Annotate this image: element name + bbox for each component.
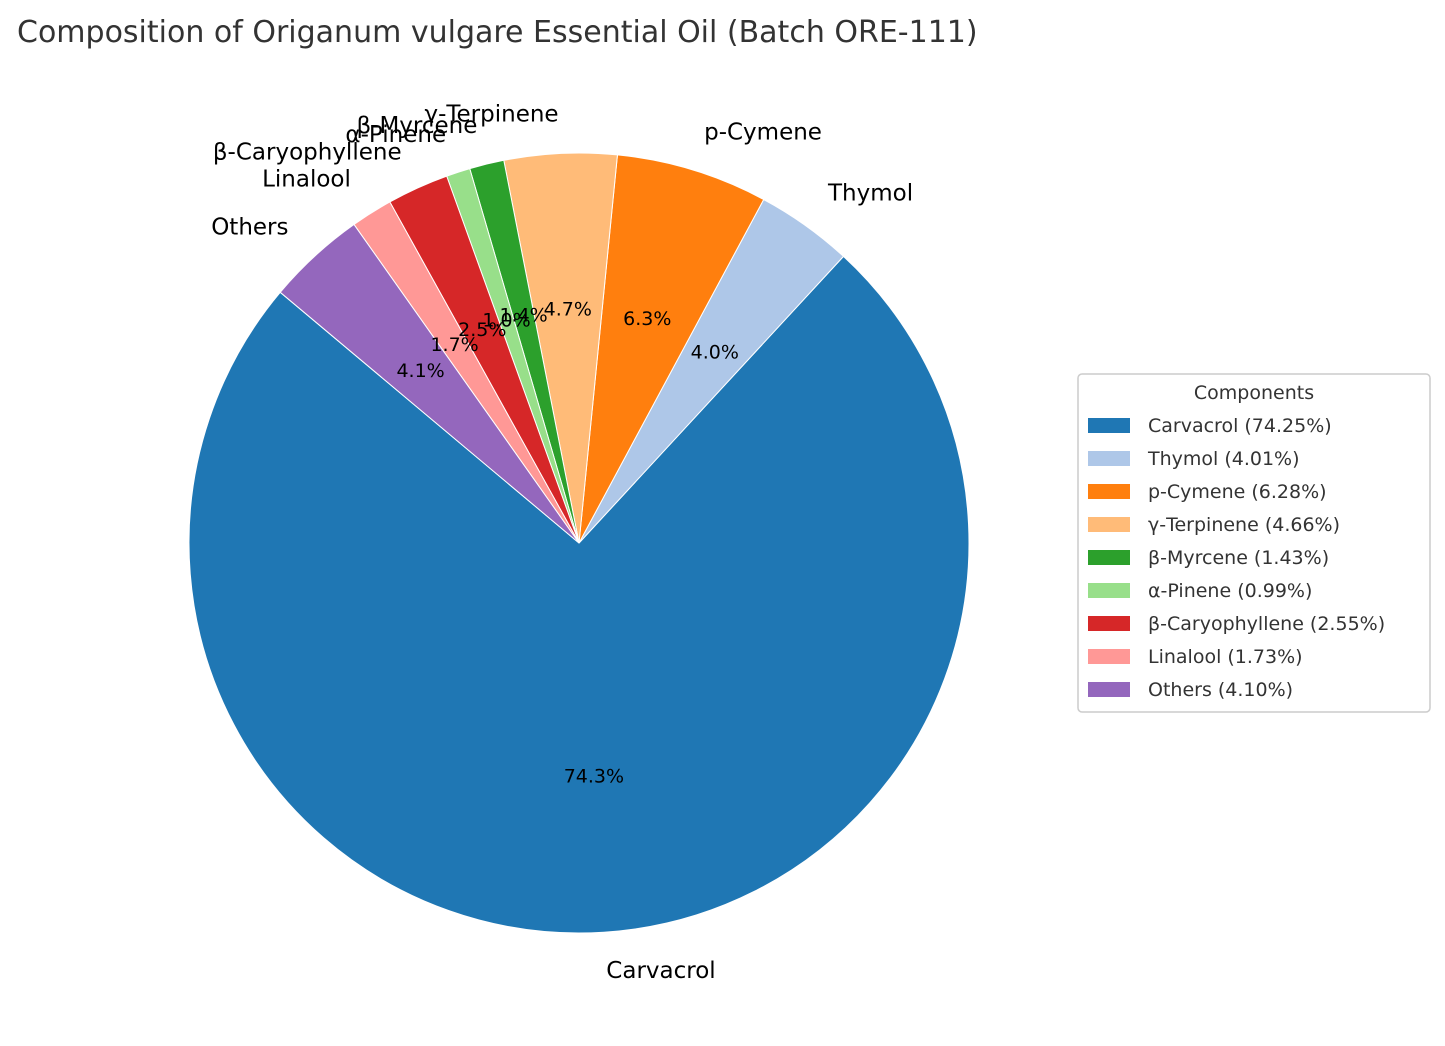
percent-label-others: 4.1% — [396, 360, 444, 382]
slice-label-terpinene: γ-Terpinene — [424, 102, 558, 128]
chart-title: Composition of Origanum vulgare Essentia… — [17, 15, 978, 50]
percent-label-terpinene: 4.7% — [544, 298, 592, 320]
pie-slice-carvacrol — [188, 255, 970, 934]
legend-frame — [1077, 373, 1431, 713]
percent-label-pinene: 1.0% — [482, 310, 530, 332]
slice-label-linalool: Linalool — [262, 167, 351, 193]
legend-swatch-myrcene — [1088, 550, 1130, 565]
slice-label-pinene: α-Pinene — [345, 122, 446, 148]
legend-swatch-thymol — [1088, 451, 1130, 466]
slice-label-myrcene: β-Myrcene — [356, 113, 477, 139]
legend-swatch-pinene — [1088, 583, 1130, 598]
legend-label-others: Others (4.10%) — [1148, 679, 1293, 701]
legend-label-pinene: α-Pinene (0.99%) — [1148, 580, 1312, 602]
legend-label-p-cymene: p-Cymene (6.28%) — [1148, 481, 1327, 503]
slice-label-p-cymene: p-Cymene — [704, 120, 822, 146]
slice-labels: Carvacrol Thymol p-Cymene γ-Terpineneβ-Myrc… — [211, 102, 913, 985]
percent-label-carvacrol: 74.3% — [564, 766, 624, 788]
pie-slice-others — [279, 223, 580, 544]
legend-swatch-carvacrol — [1088, 418, 1130, 433]
percent-label-thymol: 4.0% — [691, 342, 739, 364]
legend-label-carvacrol: Carvacrol (74.25%) — [1148, 415, 1332, 437]
legend-label-terpinene: γ-Terpinene (4.66%) — [1148, 514, 1340, 536]
legend-title: Components — [1194, 382, 1314, 404]
legend-label-myrcene: β-Myrcene (1.43%) — [1148, 547, 1329, 569]
slice-label-carvacrol: Carvacrol — [606, 958, 715, 984]
legend-swatch-caryophyllene — [1088, 616, 1130, 631]
percent-label-p-cymene: 6.3% — [623, 308, 671, 330]
slice-label-thymol: Thymol — [827, 181, 913, 207]
legend-label-thymol: Thymol (4.01%) — [1147, 448, 1300, 470]
percent-label-myrcene: 1.4% — [499, 305, 547, 327]
legend: Components Carvacrol (74.25%) Thymol (4.0… — [1077, 373, 1431, 713]
pie-slice-p-cymene — [578, 154, 765, 544]
legend-swatch-terpinene — [1088, 517, 1130, 532]
percent-label-caryophyllene: 2.5% — [458, 319, 506, 341]
percent-label-linalool: 1.7% — [430, 334, 478, 356]
pie-slices — [188, 152, 970, 934]
legend-items: Carvacrol (74.25%) Thymol (4.01%) p-Cymene… — [1088, 415, 1385, 701]
legend-label-linalool: Linalool (1.73%) — [1148, 646, 1303, 668]
percent-labels: 74.3% 4.0% 6.3% 4.7%1.4%1.0%2.5%1.7% 4.1% — [396, 298, 738, 787]
legend-swatch-p-cymene — [1088, 484, 1130, 499]
slice-label-caryophyllene: β-Caryophyllene — [213, 139, 402, 165]
legend-label-caryophyllene: β-Caryophyllene (2.55%) — [1148, 613, 1385, 635]
legend-swatch-others — [1088, 682, 1130, 697]
legend-swatch-linalool — [1088, 649, 1130, 664]
slice-label-others: Others — [211, 214, 288, 240]
